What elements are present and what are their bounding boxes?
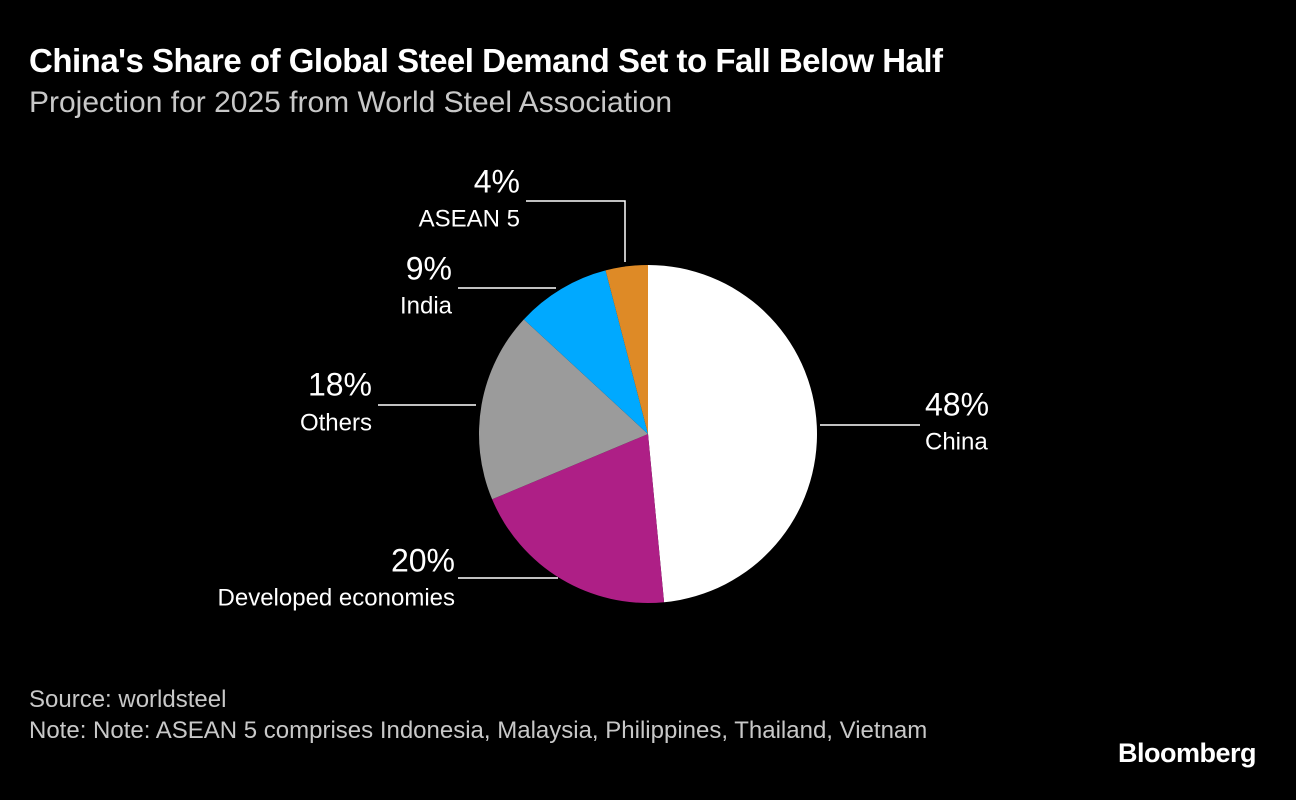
brand-logo: Bloomberg bbox=[1117, 738, 1257, 768]
slice-label: Developed economies bbox=[218, 584, 455, 611]
slice-label: Others bbox=[300, 409, 372, 436]
value-label: 18% bbox=[308, 366, 372, 402]
value-label: 4% bbox=[474, 163, 520, 199]
pie-slice bbox=[605, 265, 648, 434]
slice-label: India bbox=[400, 292, 453, 319]
value-label: 48% bbox=[925, 386, 989, 422]
pie-slice bbox=[648, 265, 817, 603]
value-label: 9% bbox=[406, 250, 452, 286]
slice-label: ASEAN 5 bbox=[419, 205, 520, 232]
pie-slice bbox=[523, 270, 648, 434]
note: Note: Note: ASEAN 5 comprises Indonesia,… bbox=[29, 717, 928, 744]
pie-slice bbox=[479, 319, 648, 500]
pie-slice bbox=[492, 434, 665, 603]
source: Source: worldsteel bbox=[29, 686, 227, 713]
chart-subtitle: Projection for 2025 from World Steel Ass… bbox=[29, 86, 673, 119]
chart-title: China's Share of Global Steel Demand Set… bbox=[29, 42, 943, 79]
slice-label: China bbox=[925, 428, 988, 455]
leader-line bbox=[526, 200, 626, 262]
value-label: 20% bbox=[391, 542, 455, 578]
